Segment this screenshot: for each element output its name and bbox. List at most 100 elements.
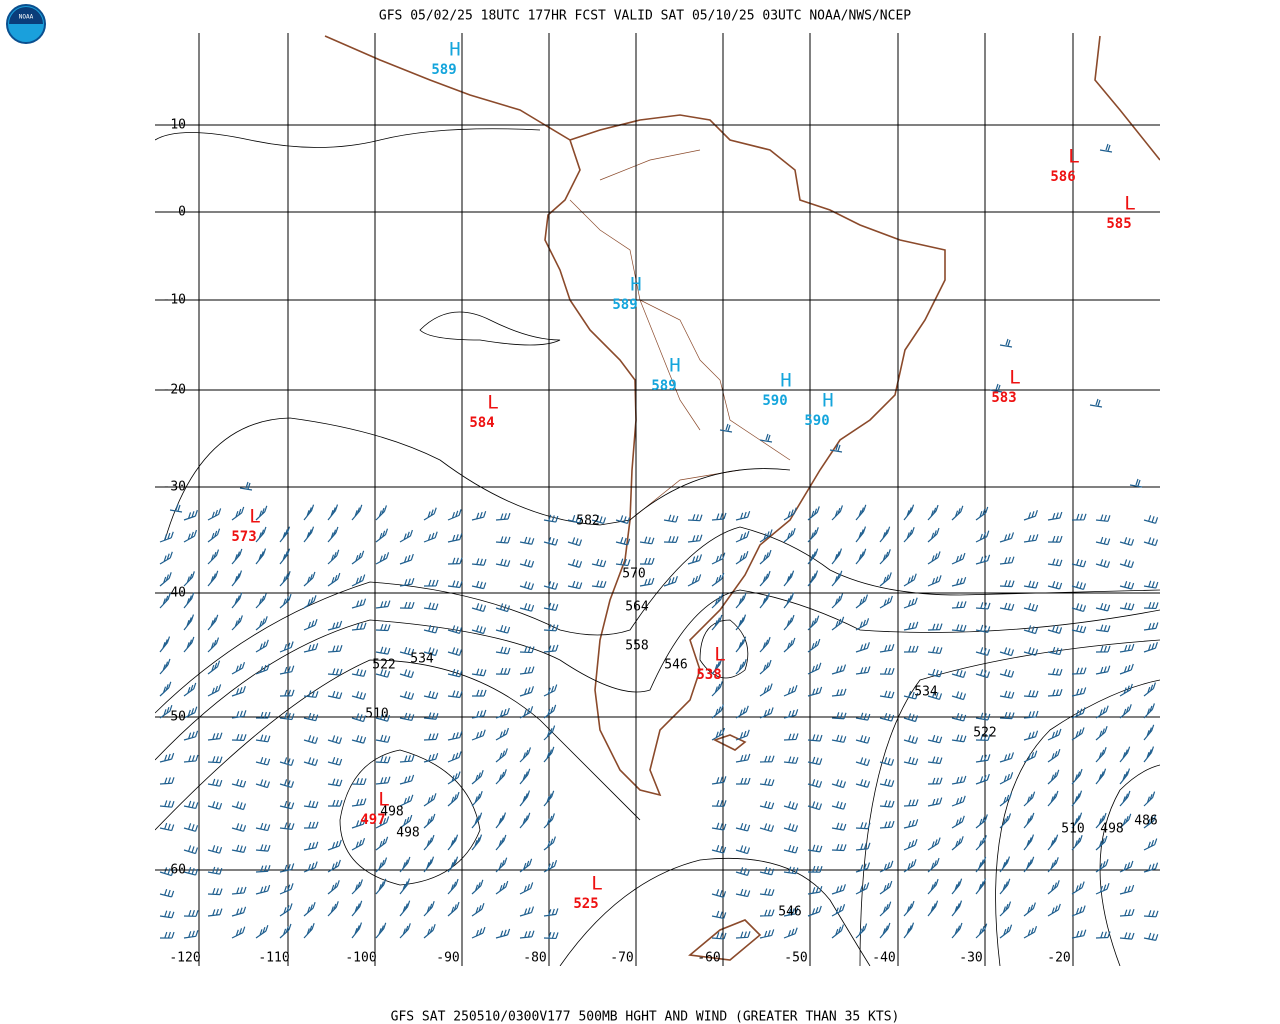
wind-barb (447, 647, 463, 657)
wind-barb (1047, 857, 1059, 873)
contour-line (164, 417, 791, 541)
wind-barb (255, 639, 269, 653)
lat-label: 0 (178, 205, 186, 220)
wind-barb (951, 576, 967, 587)
wind-barb (759, 823, 775, 833)
wind-barb (831, 712, 847, 720)
wind-barb (447, 791, 460, 807)
wind-barb (255, 505, 268, 521)
wind-barb (903, 573, 917, 587)
wind-barb (855, 548, 867, 565)
wind-barb (231, 906, 247, 917)
wind-barb (783, 507, 797, 521)
wind-barb (1119, 746, 1131, 763)
wind-barb (951, 922, 963, 939)
wind-barb (255, 663, 270, 675)
wind-barb (375, 528, 389, 543)
wind-barb (1023, 750, 1038, 763)
wind-barbs (159, 143, 1159, 941)
wind-barb (255, 548, 267, 565)
wind-barb (183, 509, 198, 521)
wind-barb (879, 643, 895, 653)
wind-barb (999, 924, 1013, 939)
wind-barb (711, 614, 723, 631)
wind-barb (591, 558, 607, 568)
wind-barb (159, 931, 175, 939)
wind-barb (159, 800, 175, 808)
wind-barb (183, 845, 199, 855)
wind-barb (999, 532, 1015, 543)
wind-barb (1023, 625, 1039, 635)
wind-barb (855, 618, 870, 631)
wind-barb (399, 669, 415, 679)
wind-barb (831, 779, 847, 789)
wind-barb (687, 554, 703, 565)
wind-barb (327, 839, 342, 851)
wind-barb (735, 867, 751, 876)
center-value: 584 (469, 415, 494, 431)
wind-barb (543, 684, 558, 697)
wind-barb (183, 800, 199, 809)
wind-barb (303, 841, 319, 851)
wind-barb (231, 844, 247, 853)
wind-barb (543, 931, 559, 940)
wind-barb (1095, 514, 1111, 522)
wind-barb (447, 533, 463, 543)
wind-barb (255, 757, 271, 766)
wind-barb (351, 691, 367, 700)
wind-barb (831, 904, 846, 917)
wind-barb (807, 506, 820, 521)
wind-barb (303, 618, 318, 631)
wind-barb (927, 691, 943, 701)
wind-barb (807, 844, 823, 853)
lat-label: -60 (163, 863, 186, 878)
wind-barb (927, 668, 943, 678)
wind-barb (399, 647, 415, 656)
wind-barb (1119, 602, 1135, 611)
wind-barb (471, 926, 486, 939)
wind-barb (951, 900, 963, 917)
center-value: 538 (696, 667, 721, 683)
wind-barb (783, 844, 799, 854)
contour-line (859, 639, 1160, 966)
wind-barb (1143, 580, 1159, 589)
wind-barb (183, 823, 199, 832)
wind-barb (495, 769, 507, 785)
wind-barb (1119, 643, 1135, 653)
wind-barb (831, 924, 845, 939)
wind-barb (735, 636, 747, 653)
wind-barb (351, 900, 363, 917)
wind-barb (495, 880, 509, 895)
lat-label: -40 (163, 586, 186, 601)
wind-barb (447, 731, 463, 741)
wind-barb (687, 574, 702, 587)
wind-barb (279, 712, 295, 721)
wind-barb (255, 865, 271, 873)
wind-barb (495, 536, 511, 544)
wind-barb (807, 662, 822, 675)
wind-barb (711, 681, 723, 697)
wind-barb (783, 684, 798, 697)
wind-barb (1119, 683, 1133, 697)
wind-barb (159, 658, 171, 675)
wind-barb (975, 835, 987, 851)
wind-barb (831, 884, 846, 895)
wind-barb (975, 530, 990, 543)
wind-barb (183, 636, 195, 653)
wind-barb (1143, 703, 1155, 719)
wind-barb (1119, 704, 1132, 719)
lon-label: -30 (959, 951, 982, 966)
wind-barb (951, 836, 964, 851)
wind-barb (255, 526, 267, 543)
wind-barb (903, 838, 918, 851)
wind-barb (351, 550, 365, 565)
wind-barb (975, 878, 987, 895)
coastline (1094, 35, 1160, 161)
wind-barb (927, 646, 943, 655)
wind-barb (495, 603, 511, 613)
wind-barb (423, 507, 437, 521)
wind-barb (231, 548, 243, 565)
wind-barb (903, 645, 919, 653)
wind-barb (783, 614, 795, 631)
wind-barb (303, 504, 315, 521)
